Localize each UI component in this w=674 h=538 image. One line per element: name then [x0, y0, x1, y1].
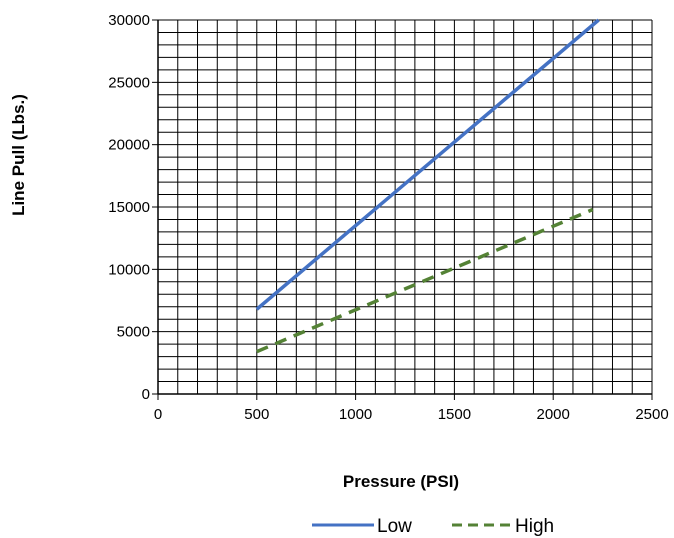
y-tick-label: 15000: [108, 199, 150, 216]
series: [255, 18, 600, 354]
legend-label-low: Low: [377, 516, 412, 537]
y-tick-label: 30000: [108, 12, 150, 29]
tick-labels: 0 500 1000 1500 2000 250005000100001500020000…: [108, 12, 668, 423]
x-tick-label: 1500: [438, 406, 471, 423]
y-tick-label: 25000: [108, 74, 150, 91]
x-tick-label: 500: [244, 406, 269, 423]
x-tick-label: 2000: [537, 406, 570, 423]
y-tick-label: 0: [142, 386, 150, 403]
series-line-high: [256, 207, 594, 354]
x-tick-label: 1000: [339, 406, 372, 423]
grid: [157, 19, 653, 395]
y-axis-title: Line Pull (Lbs.): [9, 94, 28, 216]
x-axis-title: Pressure (PSI): [343, 472, 459, 491]
x-tick-label: 0: [154, 406, 162, 423]
series-line-low: [255, 18, 600, 311]
axes: [152, 19, 653, 400]
legend-label-high: High: [515, 516, 554, 537]
legend: Low High: [312, 516, 554, 537]
y-tick-label: 5000: [117, 324, 150, 341]
x-tick-label: 2500: [635, 406, 668, 423]
y-tick-label: 10000: [108, 261, 150, 278]
y-tick-label: 20000: [108, 137, 150, 154]
